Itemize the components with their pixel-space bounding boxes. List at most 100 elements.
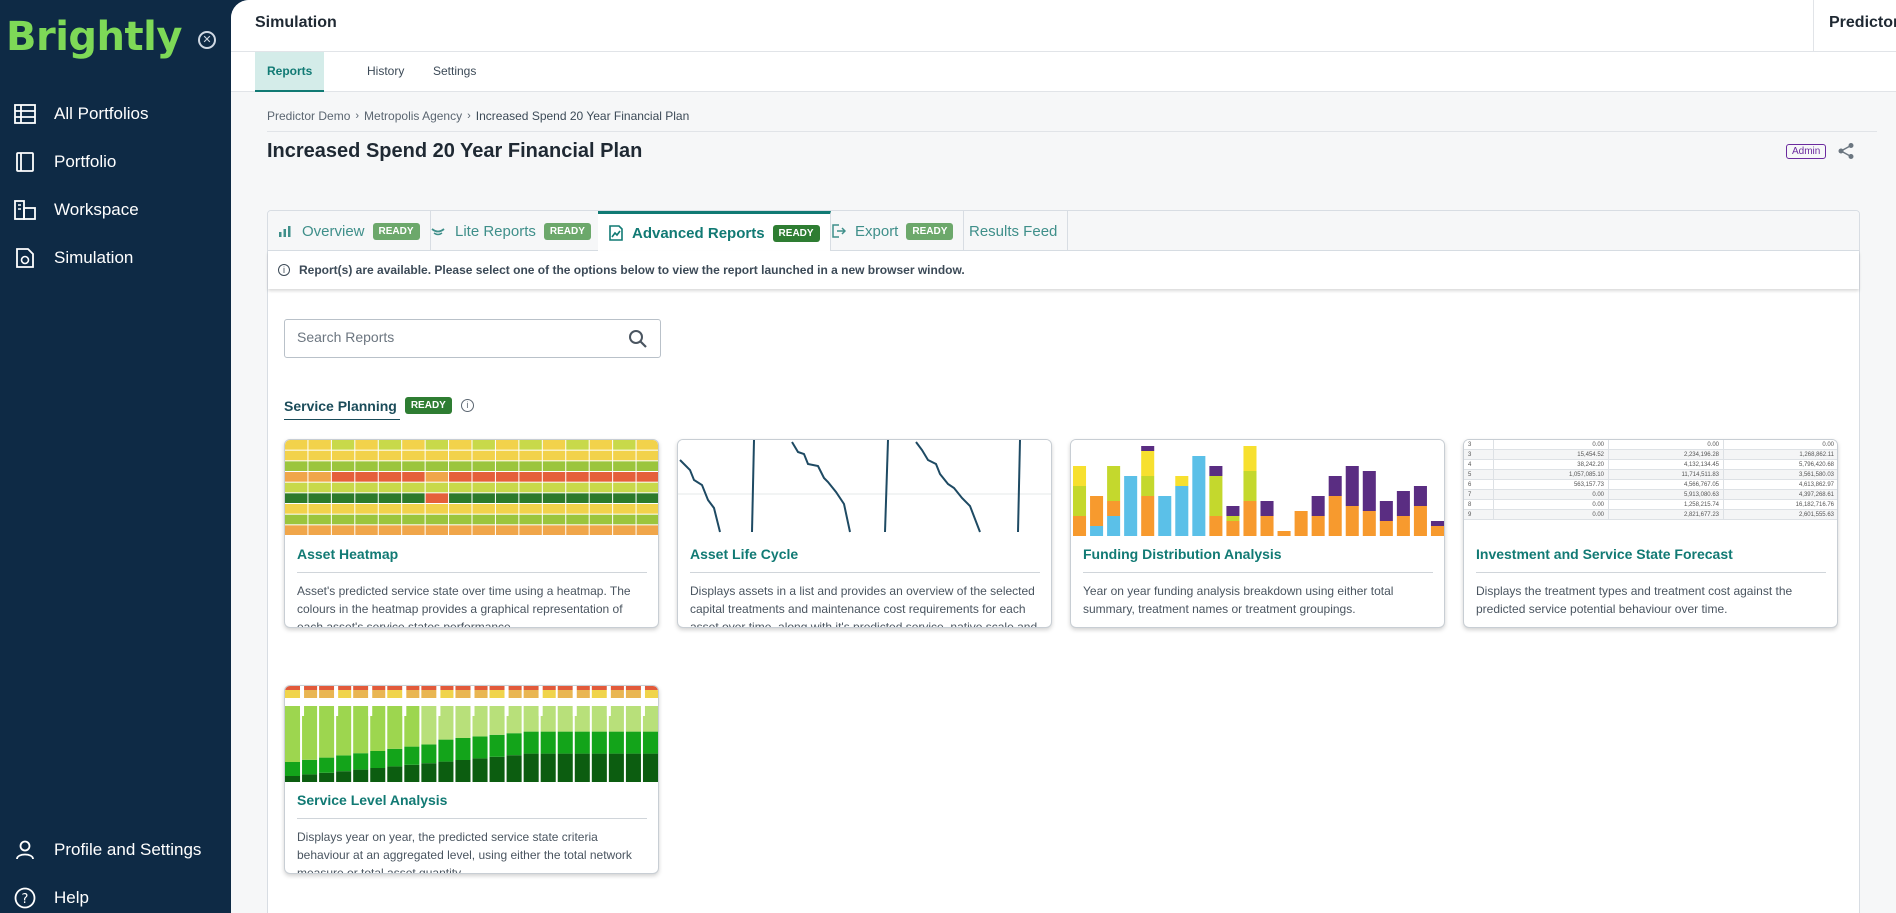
tab-reports[interactable]: Reports [255,52,325,92]
thumbnail-cell [378,472,402,482]
thumbnail-cell [370,751,386,768]
thumbnail-cell [285,776,301,782]
thumbnail-row: 7 0.00 5,913,080.63 4,397,268.61 [1464,490,1837,500]
thumbnail-cell [378,450,402,461]
thumbnail-cell [421,690,437,698]
thumbnail-cell [449,482,472,493]
thumbnail-cell [636,472,658,482]
tab-history[interactable]: History [367,64,405,78]
sidebar-item-workspace[interactable]: Workspace [0,190,231,230]
thumbnail-cell [1396,516,1410,536]
thumbnail-cell: 1,268,862.11 [1724,450,1837,459]
thumbnail-cell [285,440,308,450]
thumbnail-row: 5 1,057,085.10 11,714,511.83 3,561,580.03 [1464,470,1837,480]
thumbnail-cell [370,686,386,690]
thumbnail-cell [495,525,519,535]
report-card-service-level[interactable]: Service Level Analysis Displays year on … [284,685,659,874]
info-icon[interactable]: i [460,399,474,412]
tab-settings[interactable]: Settings [433,64,477,78]
thumbnail-cell [336,690,352,698]
sidebar-item-profile-settings[interactable]: Profile and Settings [0,830,231,870]
thumbnail-cell [319,757,335,773]
sidebar-item-portfolio[interactable]: Portfolio [0,142,231,182]
thumbnail-cell [1073,516,1087,536]
thumbnail-cell [353,690,369,698]
thumbnail-cell [402,686,407,716]
share-icon[interactable] [1837,142,1855,160]
thumbnail-cell [613,440,636,450]
admin-badge: Admin [1786,144,1827,159]
tab-results-feed[interactable]: Results Feed [959,211,1069,251]
page-title: Increased Spend 20 Year Financial Plan [267,140,643,162]
sidebar-item-label: Simulation [54,248,134,267]
divider [297,572,647,573]
thumbnail-cell [608,686,624,690]
breadcrumb-link[interactable]: Predictor Demo [267,109,351,123]
thumbnail-cell [642,706,658,732]
thumbnail-cell [387,748,403,767]
tab-advanced-reports[interactable]: Advanced Reports READY [598,211,831,252]
thumbnail-cell [574,731,590,754]
thumbnail-cell [1226,516,1240,521]
thumbnail-cell [495,504,519,514]
close-sidebar-icon[interactable]: ✕ [197,31,216,49]
search-input[interactable] [297,329,617,345]
thumbnail-cell [368,686,373,716]
search-icon[interactable] [628,329,648,349]
tab-overview[interactable]: Overview READY [268,211,431,251]
thumbnail-cell [302,686,318,690]
thumbnail-cell: 7 [1464,490,1494,499]
thumbnail-cell [1073,486,1087,516]
thumbnail-cell [285,762,301,776]
thumbnail-cell [557,686,573,690]
thumbnail-cell [438,686,454,690]
info-message: Report(s) are available. Please select o… [299,263,965,277]
thumbnail-cell [308,493,331,503]
tab-lite-reports[interactable]: Lite Reports READY [421,211,602,251]
thumbnail-cell [1311,516,1325,536]
report-card-investment-forecast[interactable]: 3 0.00 0.00 0.00 3 15,454.52 2,234,196.28 1,268… [1463,439,1838,628]
thumbnail-cell [285,706,301,762]
thumbnail-cell [542,493,566,503]
thumbnail-cell [566,440,589,450]
thumbnail-cell [1396,491,1410,516]
tab-export[interactable]: Export READY [821,211,965,251]
thumbnail-cell [438,690,454,698]
thumbnail-cell [308,514,331,525]
brightly-logo[interactable]: Brightly ✕ [6,14,216,60]
thumbnail-cell [402,461,425,471]
sidebar-item-help[interactable]: ? Help [0,878,231,913]
product-name[interactable]: Predictor [1813,0,1896,52]
thumbnail-cell: 2,601,555.63 [1724,510,1837,519]
thumbnail-cell [566,482,589,493]
thumbnail-cell [370,690,386,698]
thumbnail-cell [1379,521,1393,536]
breadcrumb-link[interactable]: Metropolis Agency [364,109,463,123]
thumbnail-cell [523,686,539,690]
sidebar-item-all-portfolios[interactable]: All Portfolios [0,94,231,134]
book-icon [14,151,36,173]
thumbnail-cell [636,461,658,471]
export-icon [831,223,847,239]
breadcrumb-current: Increased Spend 20 Year Financial Plan [475,109,690,123]
thumbnail-cell [302,690,318,698]
thumbnail-cell [1141,446,1155,451]
thumbnail-cell [566,472,589,482]
thumbnail-cell [636,482,658,493]
thumbnail-cell [1345,506,1359,536]
thumbnail-cell [421,763,437,782]
thumbnail-cell [319,706,335,758]
thumbnail-cell [355,504,378,514]
thumbnail-cell [436,686,441,716]
report-card-asset-life-cycle[interactable]: Asset Life Cycle Displays assets in a li… [677,439,1052,628]
card-title: Funding Distribution Analysis [1083,546,1282,562]
thumbnail-cell: 1,258,215.74 [1609,500,1724,509]
thumbnail-cell [1175,476,1189,486]
report-card-asset-heatmap[interactable]: Asset Heatmap Asset's predicted service … [284,439,659,628]
thumbnail-row: 4 38,242.20 4,132,134.45 5,796,420.68 [1464,460,1837,470]
tab-label: Overview [302,222,365,240]
thumbnail-cell [566,450,589,461]
report-card-funding-distribution[interactable]: Funding Distribution Analysis Year on ye… [1070,439,1445,628]
thumbnail-cell [1328,496,1342,536]
sidebar-item-simulation[interactable]: Simulation [0,238,231,278]
